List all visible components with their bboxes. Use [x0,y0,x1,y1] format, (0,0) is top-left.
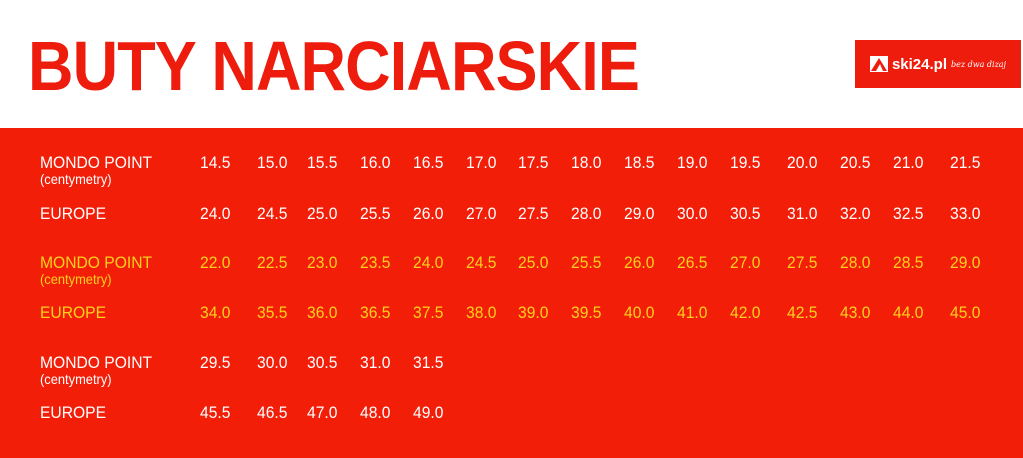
mondo-size-cell: 20.0 [787,153,818,172]
mondo-size-cell: 15.0 [257,153,288,172]
europe-size-cell: 27.0 [466,204,497,223]
mondo-unit-text: (centymetry) [40,271,112,287]
europe-size-cell: 42.5 [787,303,818,322]
europe-label: EUROPE [40,303,107,322]
mondo-size-cell: 29.5 [200,353,231,372]
mondo-point-label: MONDO POINT (centymetry) [40,353,153,387]
europe-size-cell: 38.0 [466,303,497,322]
mondo-label-text: MONDO POINT [40,353,153,372]
europe-size-cell: 45.0 [950,303,981,322]
mondo-size-cell: 15.5 [307,153,338,172]
mondo-size-cell: 18.5 [624,153,655,172]
mondo-size-cell: 16.5 [413,153,444,172]
europe-size-cell: 49.0 [413,403,444,422]
mondo-unit-text: (centymetry) [40,371,112,387]
europe-size-cell: 45.5 [200,403,231,422]
page-title: BUTY NARCIARSKIE [28,27,640,105]
europe-size-cell: 36.0 [307,303,338,322]
mondo-size-cell: 26.0 [624,253,655,272]
europe-size-cell: 31.0 [787,204,818,223]
europe-size-cell: 46.5 [257,403,288,422]
europe-size-cell: 44.0 [893,303,924,322]
europe-size-cell: 33.0 [950,204,981,223]
mondo-size-cell: 19.5 [730,153,761,172]
mondo-size-cell: 26.5 [677,253,708,272]
mondo-size-cell: 24.5 [466,253,497,272]
mondo-size-cell: 31.0 [360,353,391,372]
mondo-size-cell: 20.5 [840,153,871,172]
mondo-size-cell: 31.5 [413,353,444,372]
mondo-size-cell: 24.0 [413,253,444,272]
mondo-size-cell: 27.5 [787,253,818,272]
europe-size-cell: 32.0 [840,204,871,223]
mondo-size-cell: 30.5 [307,353,338,372]
europe-size-cell: 25.0 [307,204,338,223]
mondo-size-cell: 25.5 [571,253,602,272]
europe-size-cell: 37.5 [413,303,444,322]
mondo-size-cell: 21.0 [893,153,924,172]
europe-size-cell: 35.5 [257,303,288,322]
europe-size-cell: 30.5 [730,204,761,223]
mondo-size-cell: 23.0 [307,253,338,272]
logo-brand: ski24.pl [891,55,947,73]
mondo-point-label: MONDO POINT (centymetry) [40,153,153,187]
europe-size-cell: 36.5 [360,303,391,322]
mondo-size-cell: 16.0 [360,153,391,172]
europe-size-cell: 41.0 [677,303,708,322]
mondo-size-cell: 14.5 [200,153,231,172]
europe-size-cell: 32.5 [893,204,924,223]
mondo-size-cell: 17.5 [518,153,549,172]
europe-size-cell: 28.0 [571,204,602,223]
europe-size-cell: 26.0 [413,204,444,223]
mondo-size-cell: 19.0 [677,153,708,172]
mondo-point-label: MONDO POINT (centymetry) [40,253,153,287]
mondo-size-cell: 17.0 [466,153,497,172]
europe-size-cell: 24.0 [200,204,231,223]
europe-size-cell: 25.5 [360,204,391,223]
mondo-size-cell: 28.0 [840,253,871,272]
europe-label: EUROPE [40,403,107,422]
size-table: MONDO POINT (centymetry) EUROPE 14.5 15.0 15.… [0,128,1023,458]
mondo-size-cell: 28.5 [893,253,924,272]
europe-label: EUROPE [40,204,107,223]
europe-size-cell: 42.0 [730,303,761,322]
mondo-unit-text: (centymetry) [40,171,112,187]
mondo-size-cell: 25.0 [518,253,549,272]
header: BUTY NARCIARSKIE ski24.pl bez dwa dizaj [0,0,1023,128]
logo-tagline: bez dwa dizaj [951,59,1007,69]
europe-size-cell: 48.0 [360,403,391,422]
europe-size-cell: 39.0 [518,303,549,322]
mondo-size-cell: 23.5 [360,253,391,272]
europe-size-cell: 27.5 [518,204,549,223]
europe-size-cell: 43.0 [840,303,871,322]
europe-size-cell: 40.0 [624,303,655,322]
mondo-label-text: MONDO POINT [40,253,153,272]
mondo-size-cell: 22.0 [200,253,231,272]
europe-size-cell: 24.5 [257,204,288,223]
mondo-size-cell: 22.5 [257,253,288,272]
europe-size-cell: 29.0 [624,204,655,223]
mondo-size-cell: 18.0 [571,153,602,172]
europe-size-cell: 30.0 [677,204,708,223]
mondo-size-cell: 30.0 [257,353,288,372]
ski24-logo[interactable]: ski24.pl bez dwa dizaj [855,40,1021,88]
mountain-icon [869,56,888,72]
europe-size-cell: 47.0 [307,403,338,422]
mondo-label-text: MONDO POINT [40,153,153,172]
mondo-size-cell: 29.0 [950,253,981,272]
mondo-size-cell: 27.0 [730,253,761,272]
europe-size-cell: 34.0 [200,303,231,322]
mondo-size-cell: 21.5 [950,153,981,172]
europe-size-cell: 39.5 [571,303,602,322]
